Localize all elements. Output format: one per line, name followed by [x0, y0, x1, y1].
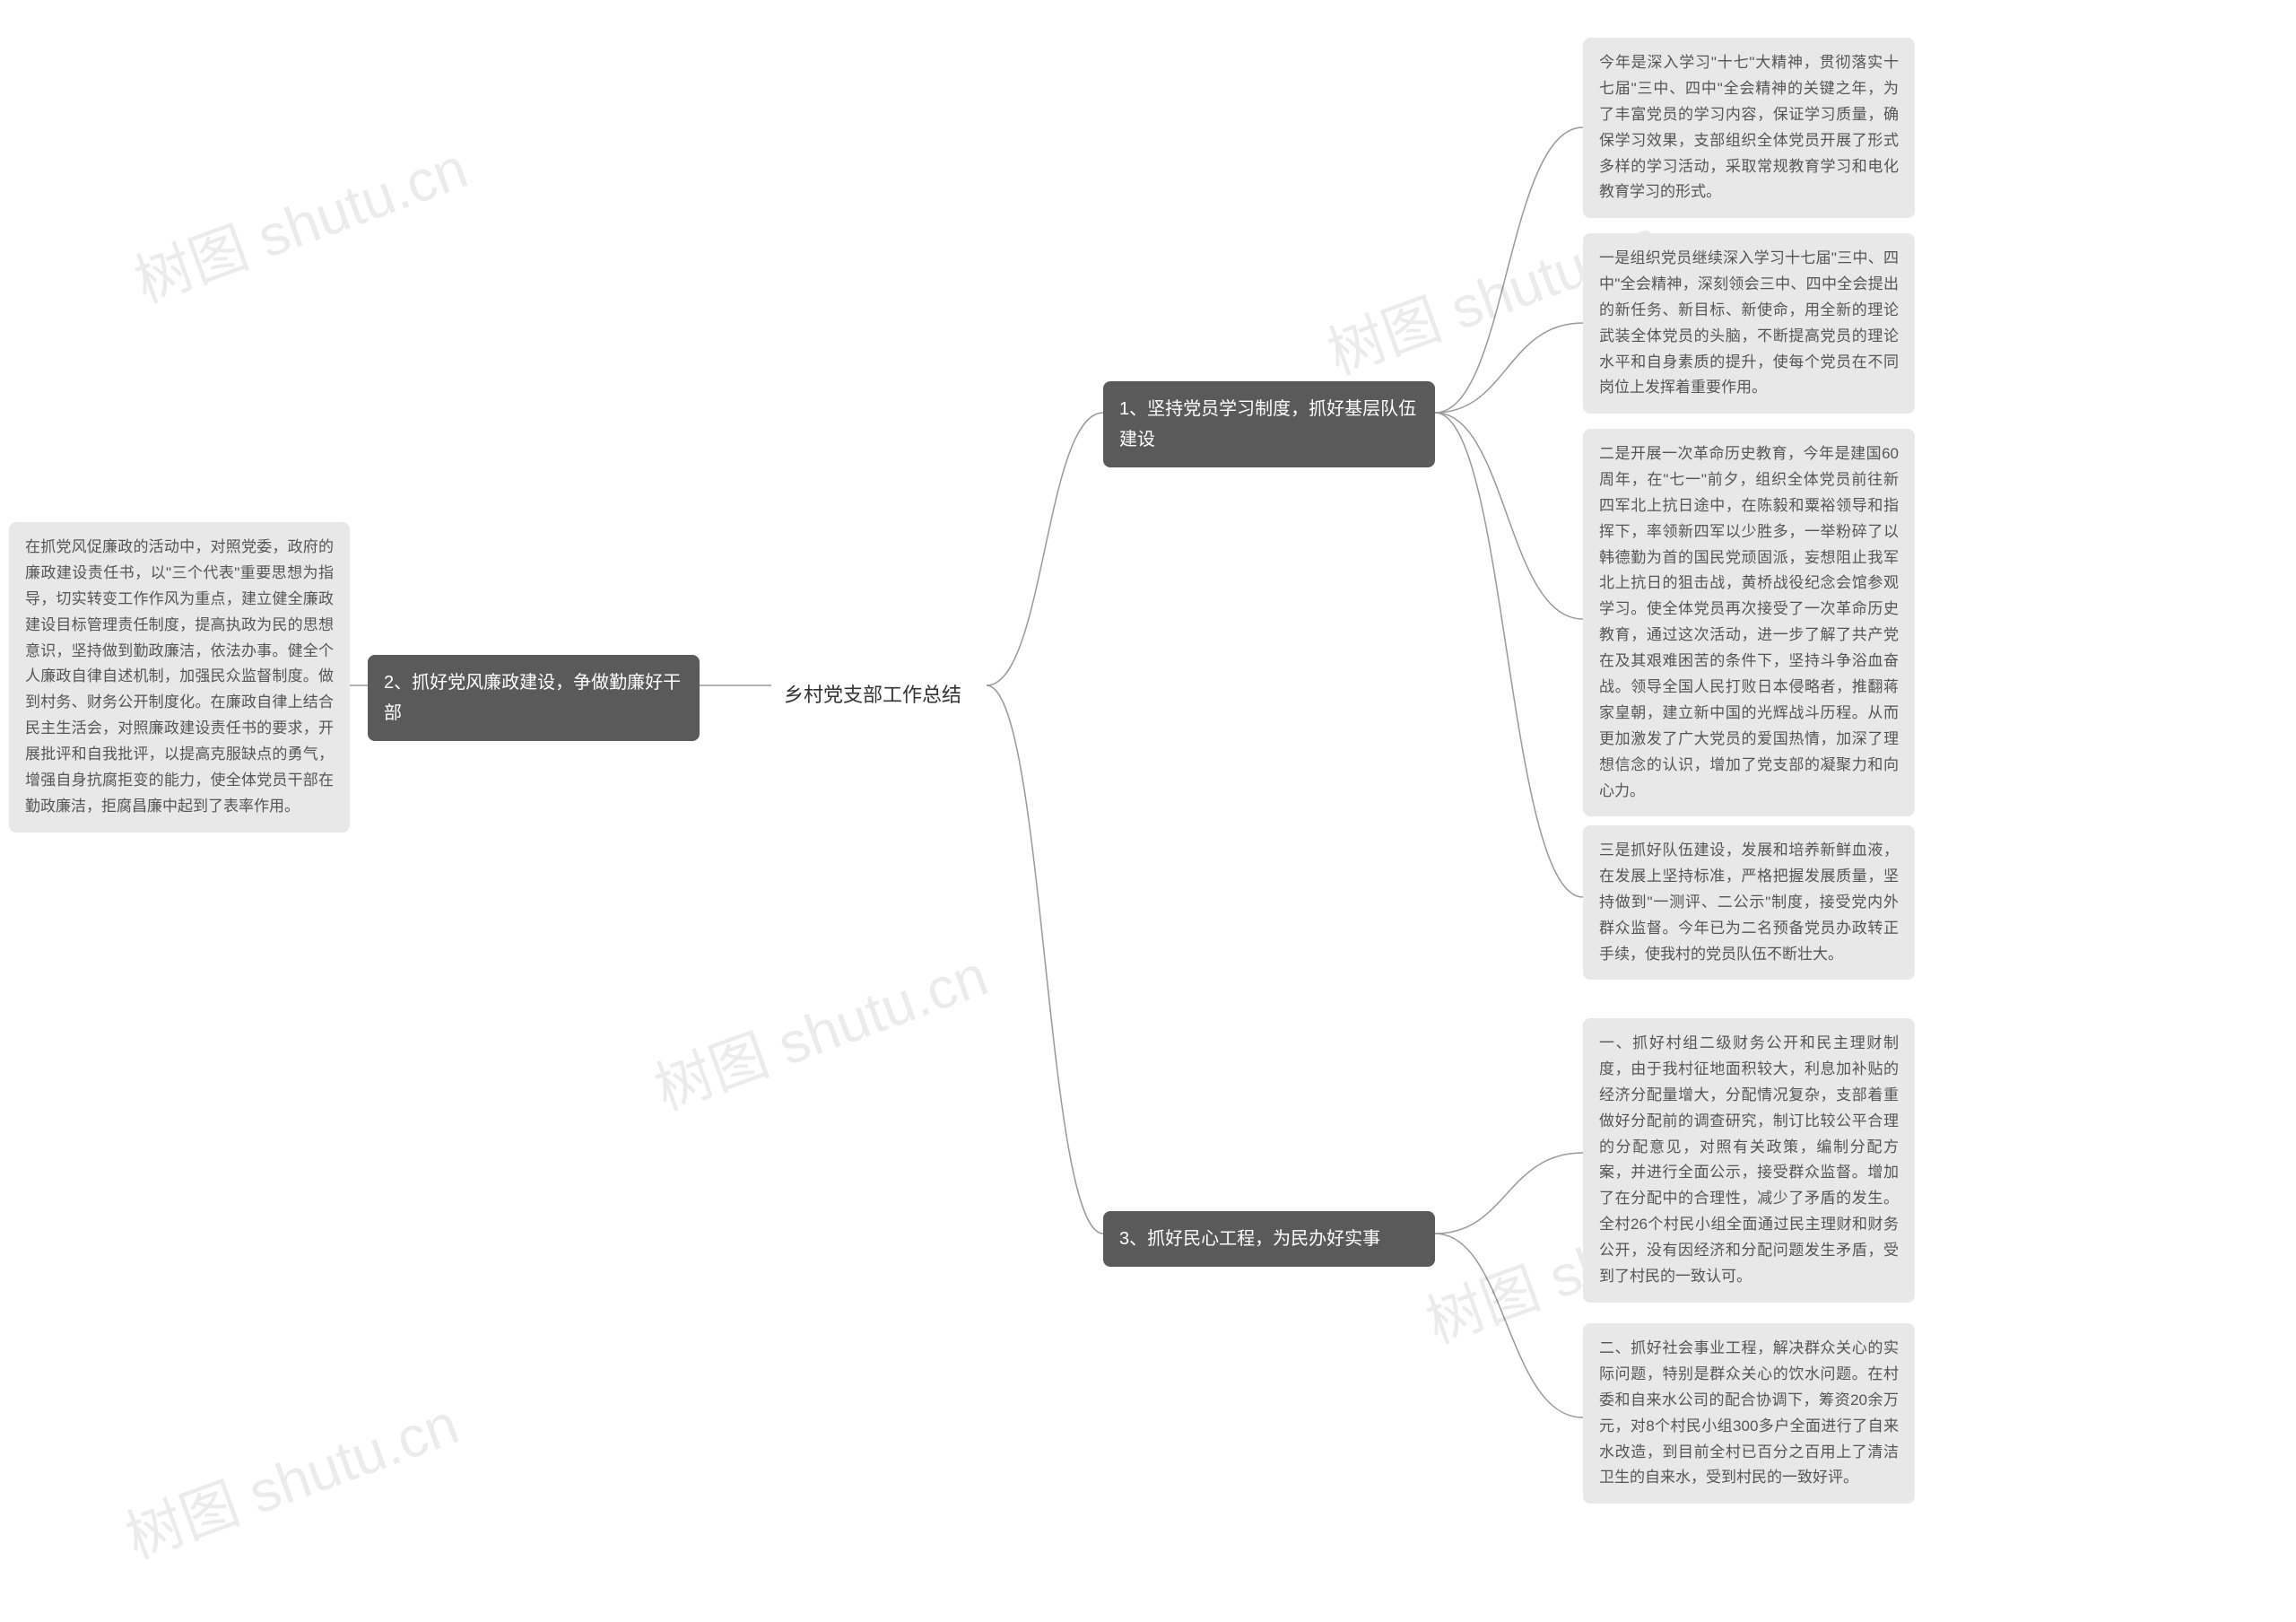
watermark: 树图 shutu.cn: [642, 929, 997, 1126]
leaf-node-1a[interactable]: 今年是深入学习"十七"大精神，贯彻落实十七届"三中、四中"全会精神的关键之年，为…: [1583, 38, 1915, 218]
leaf-node-3b[interactable]: 二、抓好社会事业工程，解决群众关心的实际问题，特别是群众关心的饮水问题。在村委和…: [1583, 1323, 1915, 1504]
branch-node-1[interactable]: 1、坚持党员学习制度，抓好基层队伍建设: [1103, 381, 1435, 467]
leaf-node-3a[interactable]: 一、抓好村组二级财务公开和民主理财制度，由于我村征地面积较大，利息加补贴的经济分…: [1583, 1018, 1915, 1303]
center-node[interactable]: 乡村党支部工作总结: [771, 669, 987, 720]
leaf-node-2a[interactable]: 在抓党风促廉政的活动中，对照党委，政府的廉政建设责任书，以"三个代表"重要思想为…: [9, 522, 350, 833]
leaf-node-1b[interactable]: 一是组织党员继续深入学习十七届"三中、四中"全会精神，深刻领会三中、四中全会提出…: [1583, 233, 1915, 414]
watermark: 树图 shutu.cn: [113, 1378, 468, 1574]
branch-node-2[interactable]: 2、抓好党风廉政建设，争做勤廉好干部: [368, 655, 700, 741]
watermark: 树图 shutu.cn: [122, 122, 477, 318]
leaf-node-1c[interactable]: 二是开展一次革命历史教育，今年是建国60周年，在"七一"前夕，组织全体党员前往新…: [1583, 429, 1915, 816]
leaf-node-1d[interactable]: 三是抓好队伍建设，发展和培养新鲜血液，在发展上坚持标准，严格把握发展质量，坚持做…: [1583, 825, 1915, 980]
branch-node-3[interactable]: 3、抓好民心工程，为民办好实事: [1103, 1211, 1435, 1267]
